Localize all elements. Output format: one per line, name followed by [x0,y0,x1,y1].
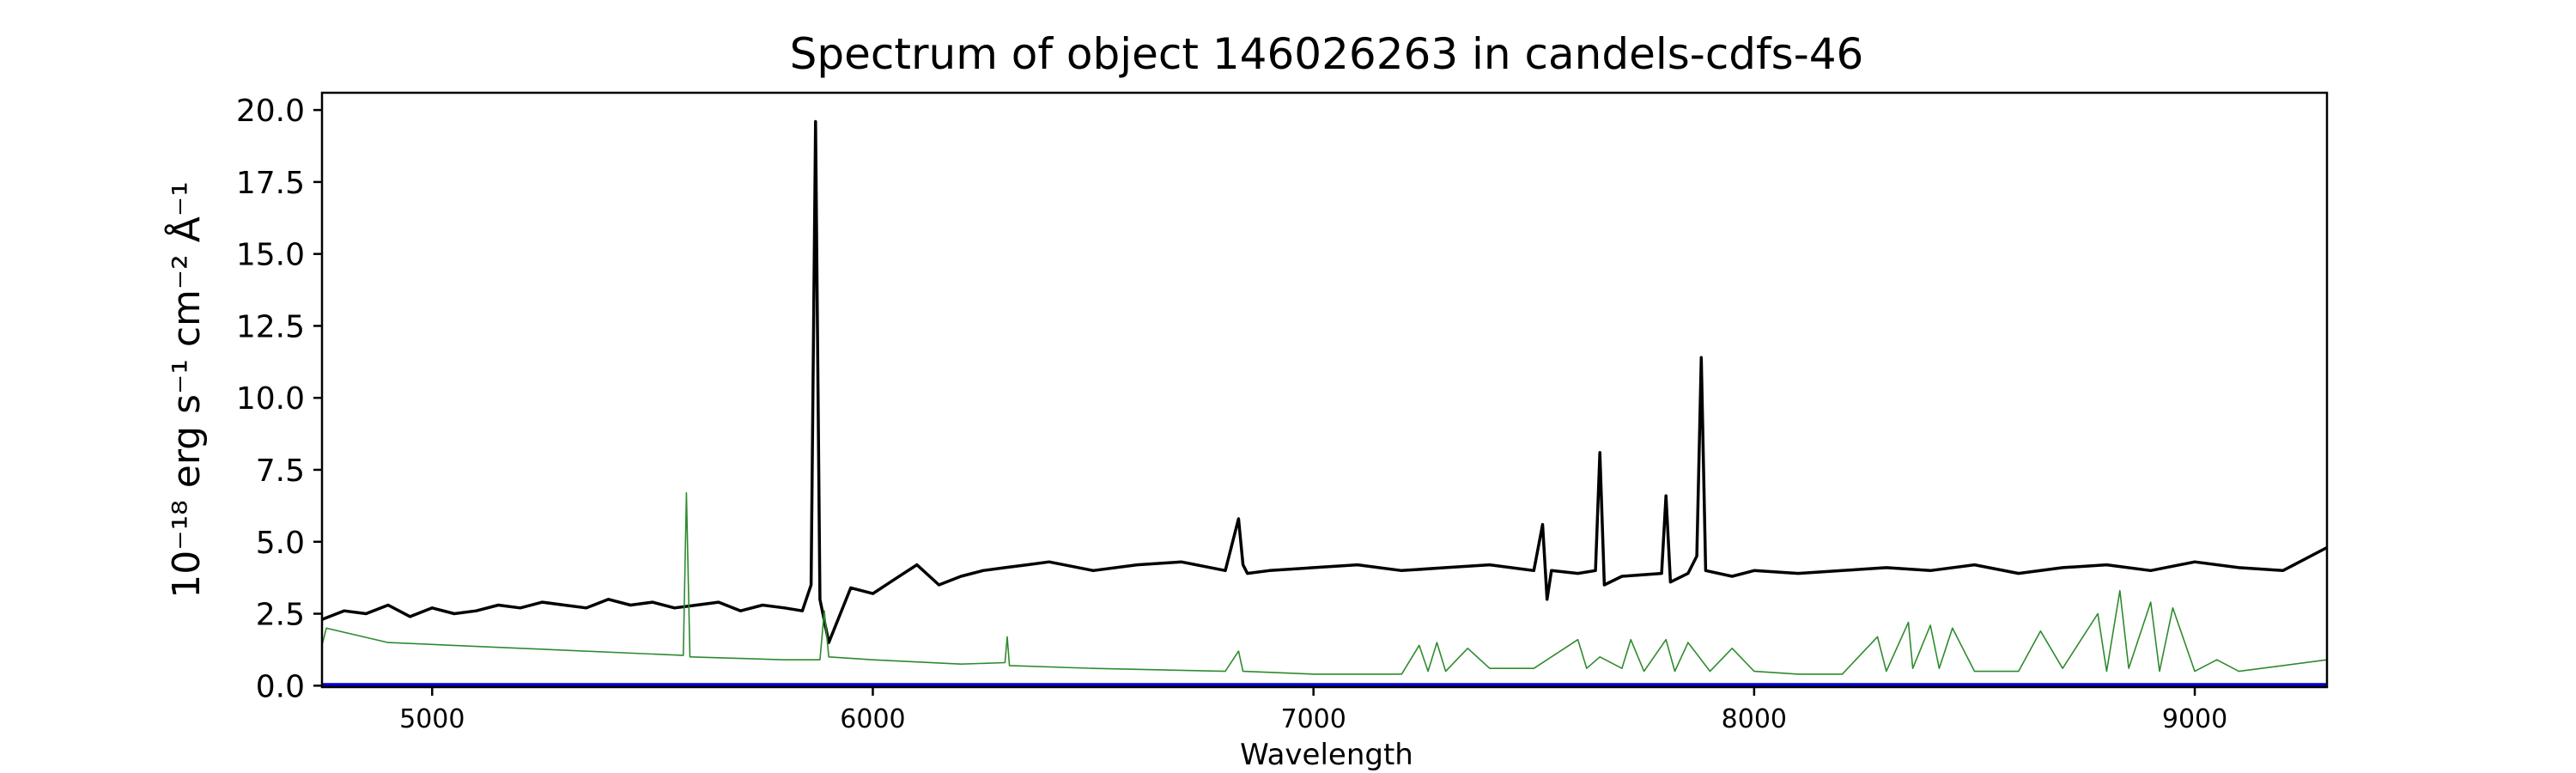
y-tick-label: 7.5 [256,453,305,489]
y-tick-label: 5.0 [256,526,305,561]
y-tick-label: 17.5 [236,166,305,201]
y-tick-label: 15.0 [236,238,305,273]
x-tick-label: 8000 [1722,704,1787,734]
x-tick-label: 7000 [1280,704,1346,734]
x-axis-label: Wavelength [1240,738,1413,772]
y-tick-label: 0.0 [256,669,305,704]
series-layer [321,119,2328,688]
plot-frame [320,91,2329,689]
y-axis-ticks: 0.0 2.5 5.0 7.5 10.0 12.5 15.0 17.5 20.0 [236,94,322,704]
y-tick-label: 10.0 [236,381,305,417]
x-axis-ticks: 5000 6000 7000 8000 9000 [399,687,2227,734]
chart-title: Spectrum of object 146026263 in candels-… [790,29,1864,79]
x-tick-label: 9000 [2162,704,2227,734]
x-tick-label: 5000 [399,704,465,734]
spectrum-flux-line [321,119,2328,644]
sky-model-line [321,491,2328,675]
y-axis-label: 10⁻¹⁸ erg s⁻¹ cm⁻² Å⁻¹ [163,181,209,598]
y-tick-label: 2.5 [256,598,305,633]
y-tick-label: 12.5 [236,309,305,344]
y-tick-label: 20.0 [236,94,305,129]
x-tick-label: 6000 [840,704,905,734]
